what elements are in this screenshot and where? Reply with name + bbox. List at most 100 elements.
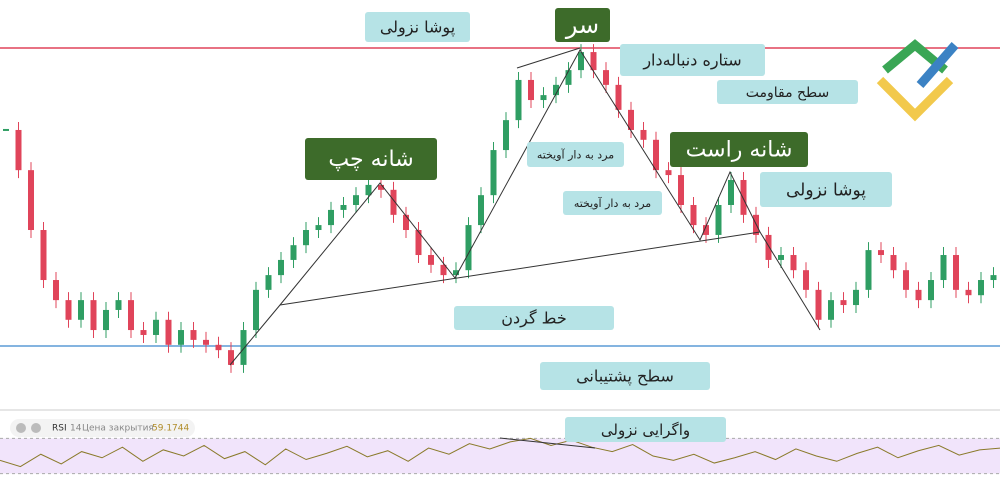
- candle: [928, 280, 934, 301]
- candle: [690, 205, 697, 226]
- candle: [528, 79, 534, 101]
- logo: [876, 39, 959, 122]
- annotation-box: [565, 417, 726, 442]
- pattern-label: سر: [565, 11, 599, 39]
- candle: [15, 129, 22, 171]
- candle: [340, 205, 347, 210]
- candle: [903, 270, 909, 290]
- annotation-label: مرد به دار آویخته: [574, 196, 651, 210]
- candle: [415, 230, 422, 256]
- candle: [490, 150, 497, 196]
- pattern-label-box: [555, 8, 610, 42]
- candle: [265, 275, 272, 290]
- indicator-name: RSI: [52, 424, 67, 434]
- annotation-label: سطح پشتیبانی: [576, 367, 674, 387]
- rsi-band: [0, 438, 1000, 474]
- candle: [453, 270, 459, 276]
- candle: [940, 255, 947, 281]
- pattern-label-box: [305, 138, 437, 180]
- candle: [190, 330, 197, 340]
- candle: [665, 170, 672, 176]
- zigzag: [229, 49, 821, 366]
- settings-icon[interactable]: [31, 423, 41, 433]
- logo-part: [916, 42, 959, 88]
- candle: [965, 289, 972, 296]
- candle: [703, 225, 709, 235]
- candle: [203, 339, 209, 345]
- candle: [228, 350, 234, 365]
- candle: [290, 245, 297, 260]
- candle: [565, 70, 572, 85]
- candle: [540, 95, 547, 101]
- candle: [103, 309, 109, 331]
- rsi-line: [0, 437, 1000, 468]
- candle: [778, 255, 784, 260]
- candle: [390, 189, 397, 215]
- candle: [40, 230, 47, 281]
- indicator-period: 14: [70, 424, 82, 434]
- divergence-line: [499, 437, 596, 449]
- candle: [153, 319, 159, 335]
- candle: [165, 319, 172, 345]
- pattern-label: شانه چپ: [328, 147, 413, 172]
- candle: [215, 344, 222, 351]
- candle: [315, 225, 322, 231]
- candle: [840, 300, 847, 306]
- candle: [240, 330, 247, 365]
- candle: [65, 300, 72, 320]
- candle: [328, 209, 334, 226]
- annotation-label: مرد به دار آویخته: [537, 148, 614, 162]
- candle: [353, 195, 359, 205]
- pattern-lines: [229, 47, 821, 449]
- engulfing-line: [516, 47, 581, 69]
- annotation-box: [540, 362, 710, 390]
- annotation-box: [620, 44, 765, 76]
- pattern-label: شانه راست: [686, 138, 793, 163]
- candle: [953, 255, 959, 290]
- logo-part: [876, 76, 954, 122]
- candle: [178, 330, 184, 345]
- candle: [715, 205, 722, 235]
- annotation-label: سطح مقاومت: [746, 85, 830, 101]
- candle: [378, 184, 384, 190]
- annotation-label: خط گردن: [501, 309, 566, 329]
- candle: [878, 250, 884, 256]
- candle: [790, 255, 797, 271]
- candle: [653, 139, 659, 171]
- annotation-box: [527, 142, 624, 167]
- candle: [278, 259, 284, 276]
- close-icon[interactable]: [16, 423, 26, 433]
- annotation-box: [365, 12, 470, 42]
- candle: [640, 129, 647, 140]
- annotation-box: [717, 80, 858, 104]
- candle: [978, 280, 984, 296]
- candle: [28, 170, 34, 231]
- annotation-box: [454, 306, 614, 330]
- indicator-legend-bg: [10, 419, 195, 437]
- annotation-label: واگرایی نزولی: [601, 421, 690, 439]
- candle: [578, 52, 584, 71]
- candle: [590, 52, 597, 71]
- candle: [253, 289, 259, 331]
- candle: [853, 289, 859, 306]
- candle: [365, 184, 372, 196]
- neckline: [279, 231, 761, 306]
- indicator-value: 59.1744: [152, 424, 189, 434]
- candle: [628, 109, 634, 130]
- candle: [553, 84, 559, 96]
- candle: [128, 300, 134, 331]
- candle: [90, 300, 97, 331]
- candle: [303, 230, 309, 246]
- candle: [915, 289, 922, 301]
- candle: [803, 270, 809, 290]
- candle: [615, 84, 622, 110]
- candle: [115, 300, 122, 310]
- candle: [815, 289, 822, 320]
- candle: [865, 250, 872, 290]
- candle: [428, 255, 434, 265]
- candle: [740, 179, 747, 215]
- candle: [728, 179, 734, 205]
- candle: [478, 195, 484, 226]
- candle: [515, 79, 522, 121]
